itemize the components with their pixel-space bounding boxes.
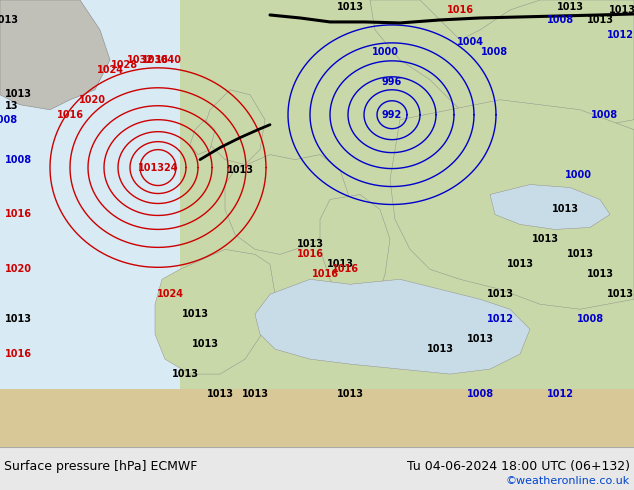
Text: 1013: 1013 [586,270,614,279]
Text: 1016: 1016 [446,5,474,15]
Polygon shape [490,185,610,229]
Text: 1020: 1020 [79,95,105,105]
Polygon shape [0,0,110,110]
Text: 992: 992 [382,110,402,120]
Polygon shape [390,100,634,309]
Text: 1016: 1016 [5,349,32,359]
Text: 1013: 1013 [507,259,533,270]
Polygon shape [0,389,634,447]
Text: 1013: 1013 [337,2,363,12]
Text: 1013: 1013 [552,204,578,215]
Text: 1013: 1013 [0,15,18,25]
Text: 1008: 1008 [576,314,604,324]
Text: 1012: 1012 [547,389,574,399]
Text: 996: 996 [382,77,402,87]
Polygon shape [190,120,215,155]
Polygon shape [225,155,350,254]
Text: 1013: 1013 [609,5,634,15]
Text: 1008: 1008 [5,155,32,165]
Text: 1013: 1013 [226,165,254,174]
Text: 1012: 1012 [607,30,633,40]
Text: 1013: 1013 [607,289,633,299]
Polygon shape [0,0,180,447]
Text: 1016: 1016 [56,110,84,120]
Text: 1013: 1013 [181,309,209,319]
Text: 1008: 1008 [547,15,574,25]
Text: 1013
13: 1013 13 [5,89,32,111]
Text: 1024: 1024 [96,65,124,75]
Text: 1013: 1013 [467,334,493,344]
Text: 1040: 1040 [155,55,181,65]
Text: 1016: 1016 [297,249,323,259]
Text: 1012: 1012 [486,314,514,324]
Polygon shape [205,90,265,165]
Text: 1013: 1013 [427,344,453,354]
Text: 1008: 1008 [467,389,493,399]
Polygon shape [320,195,390,319]
Text: 1013: 1013 [297,240,323,249]
Text: 1000: 1000 [564,170,592,179]
Text: 1013: 1013 [242,389,269,399]
Text: 1000: 1000 [372,47,399,57]
Text: 1013: 1013 [531,234,559,245]
Text: 1013: 1013 [172,369,198,379]
Polygon shape [180,0,634,447]
Text: 1008: 1008 [592,110,619,120]
Text: ©weatheronline.co.uk: ©weatheronline.co.uk [506,476,630,486]
Text: 1008: 1008 [0,115,18,124]
Text: 1016: 1016 [311,270,339,279]
Text: 1013: 1013 [586,15,614,25]
Text: 1013: 1013 [557,2,583,12]
Text: 1016: 1016 [5,209,32,220]
Text: 1013: 1013 [191,339,219,349]
Text: 1013: 1013 [327,259,354,270]
Text: 101324: 101324 [138,163,178,172]
Text: 1032: 1032 [127,55,153,65]
Polygon shape [155,249,275,374]
Text: 1013: 1013 [207,389,233,399]
Text: 1013: 1013 [5,314,32,324]
Polygon shape [255,279,530,374]
Text: 1036: 1036 [141,55,169,65]
Text: 1020: 1020 [5,264,32,274]
Text: 1013: 1013 [486,289,514,299]
Text: 1013: 1013 [567,249,593,259]
Text: 1024: 1024 [157,289,183,299]
Text: 1004: 1004 [456,37,484,47]
Text: Tu 04-06-2024 18:00 UTC (06+132): Tu 04-06-2024 18:00 UTC (06+132) [407,460,630,473]
Text: 1028: 1028 [112,60,139,70]
Text: 1013: 1013 [337,389,363,399]
Text: 1016: 1016 [332,264,358,274]
Text: Surface pressure [hPa] ECMWF: Surface pressure [hPa] ECMWF [4,460,197,473]
Text: 1008: 1008 [481,47,508,57]
Polygon shape [370,0,634,160]
